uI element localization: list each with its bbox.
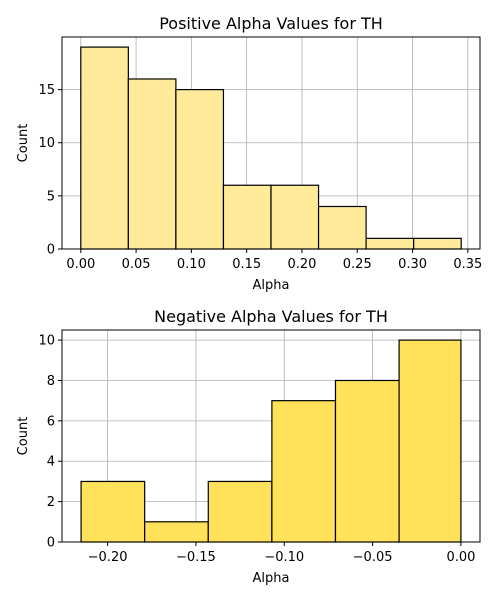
x-tick-label: 0.10 [177, 257, 206, 272]
histogram-bar [127, 78, 177, 250]
x-tick-label: 0.30 [398, 257, 427, 272]
histogram-bar [175, 89, 225, 250]
chart-title: Negative Alpha Values for TH [154, 307, 388, 326]
x-tick-label: 0.25 [343, 257, 372, 272]
chart-panel-2: −0.20 −0.15 −0.10 −0.05 0.00 0 2 4 6 8 10 Negative … [16, 307, 481, 586]
x-tick-label: −0.20 [88, 550, 128, 565]
axes-frame [61, 329, 481, 543]
x-tick-label: 0.00 [66, 257, 95, 272]
bars [80, 46, 462, 250]
x-tick-label: 0.35 [453, 257, 482, 272]
x-tick-label: −0.05 [353, 550, 393, 565]
histogram-bar [413, 237, 462, 250]
y-tick-label: 6 [47, 414, 55, 429]
bars [80, 339, 462, 543]
histogram-bar [317, 205, 367, 250]
y-tick-label: 10 [38, 136, 55, 151]
y-axis-label: Count [16, 124, 31, 163]
histogram-bar [207, 480, 273, 543]
x-tick-label: 0.15 [232, 257, 261, 272]
x-tick-label: 0.20 [287, 257, 316, 272]
y-tick-label: 0 [47, 536, 55, 551]
histogram-bar [270, 184, 320, 250]
histogram-bar [80, 480, 146, 543]
chart-panel-1: 0.00 0.05 0.10 0.15 0.20 0.25 0.30 0.35 0 5 10 15 Po… [16, 14, 482, 293]
y-tick-label: 5 [47, 189, 55, 204]
y-tick-label: 8 [47, 374, 55, 389]
histogram-bar [365, 237, 415, 250]
x-tick-label: −0.10 [264, 550, 304, 565]
chart-title: Positive Alpha Values for TH [159, 14, 383, 33]
y-axis-label: Count [16, 417, 31, 456]
x-tick-label: −0.15 [176, 550, 216, 565]
histogram-bar [398, 339, 462, 543]
y-tick-label: 2 [47, 495, 55, 510]
y-tick-label: 4 [47, 455, 55, 470]
y-tick-label: 10 [38, 334, 55, 349]
y-tick-label: 15 [38, 83, 55, 98]
x-tick-label: 0.05 [122, 257, 151, 272]
histogram-bar [144, 521, 209, 543]
histogram-bar [222, 184, 272, 250]
histogram-bar [80, 46, 129, 250]
histogram-bar [334, 379, 400, 543]
histogram-bar [271, 400, 337, 543]
x-tick-label: 0.00 [446, 550, 475, 565]
x-axis-label: Alpha [253, 278, 290, 293]
y-tick-label: 0 [47, 243, 55, 258]
x-axis-label: Alpha [253, 571, 290, 586]
